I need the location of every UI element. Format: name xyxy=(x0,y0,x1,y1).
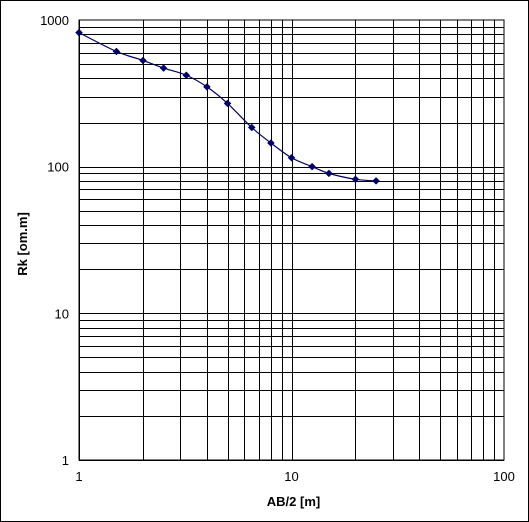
data-point-marker xyxy=(223,99,232,108)
data-point-marker xyxy=(182,71,191,80)
data-point-marker xyxy=(267,139,275,147)
data-point-marker xyxy=(351,175,360,184)
data-point-marker xyxy=(203,83,211,91)
y-tick-labels: 1 10 100 1000 xyxy=(40,13,69,468)
y-tick-label: 1 xyxy=(62,453,69,468)
data-point-marker xyxy=(325,169,333,178)
y-tick-label: 100 xyxy=(47,160,69,175)
y-tick-label: 1000 xyxy=(40,13,69,28)
data-point-marker xyxy=(139,56,147,65)
data-point-marker xyxy=(308,162,316,171)
grid-lines xyxy=(79,20,504,461)
x-tick-label: 1 xyxy=(75,469,82,484)
data-point-marker xyxy=(112,47,121,56)
data-point-marker xyxy=(287,153,296,162)
x-tick-label: 100 xyxy=(493,469,515,484)
data-point-marker xyxy=(247,123,256,132)
x-tick-label: 10 xyxy=(284,469,298,484)
data-point-marker xyxy=(372,177,380,185)
plot-area-border xyxy=(78,19,505,461)
data-point-marker xyxy=(75,28,83,37)
y-axis-title: Rk [om.m] xyxy=(15,212,30,276)
data-point-marker xyxy=(159,64,168,72)
series-layer xyxy=(75,28,380,185)
x-tick-labels: 1 10 100 xyxy=(75,469,514,484)
y-tick-label: 10 xyxy=(55,306,69,321)
x-axis-title: AB/2 [m] xyxy=(267,494,320,509)
